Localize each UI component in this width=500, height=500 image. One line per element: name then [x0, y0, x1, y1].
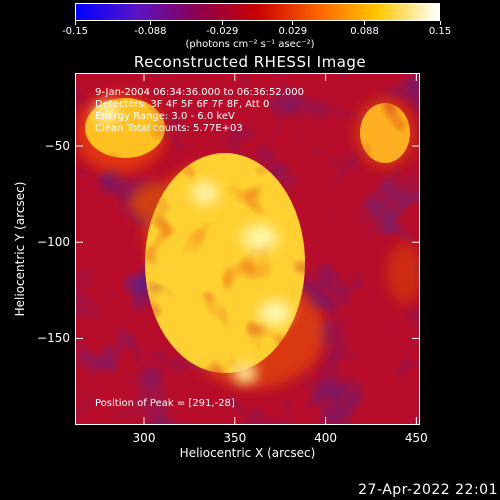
axis-ticks	[75, 73, 420, 425]
colorbar-tick	[439, 21, 441, 25]
plot-frame	[75, 73, 420, 425]
y-tick-label: −100	[37, 235, 70, 250]
colorbar-gradient	[76, 4, 439, 20]
colorbar-tick-label: 0.029	[278, 26, 308, 37]
colorbar-tick	[74, 21, 76, 25]
colorbar-tick-label: 0.15	[428, 26, 452, 37]
colorbar-tick-label: 0.088	[350, 26, 379, 37]
y-tick-label: −150	[37, 331, 70, 346]
colorbar-unit-label: (photons cm⁻² s⁻¹ asec⁻²)	[185, 39, 315, 50]
annotation-clean: Clean Total counts: 5.77E+03	[95, 123, 243, 134]
heatmap-plot	[75, 73, 420, 425]
colorbar-tick	[292, 21, 294, 25]
colorbar	[75, 3, 440, 21]
x-tick-label: 400	[314, 431, 338, 445]
colorbar-tick-label: -0.088	[134, 26, 167, 37]
x-tick-label: 300	[132, 431, 156, 445]
heatmap-peak-regions	[95, 103, 291, 383]
x-tick-label: 350	[223, 431, 247, 445]
annotation-energy: Energy Range: 3.0 - 6.0 keV	[95, 111, 235, 122]
annotation-time: 9-Jan-2004 06:34:36.000 to 06:36:52.000	[95, 87, 304, 98]
colorbar-tick-label: -0.029	[206, 26, 239, 37]
y-tick-label: −50	[44, 139, 70, 154]
annotation-detectors: Detectors: 3F 4F 5F 6F 7F 8F, Att 0	[95, 99, 270, 110]
annotation-peak: Position of Peak = [291,-28]	[95, 398, 235, 409]
colorbar-tick	[364, 21, 366, 25]
chart-title: Reconstructed RHESSI Image	[133, 53, 367, 71]
timestamp: 27-Apr-2022 22:01	[358, 482, 498, 498]
x-axis-label: Heliocentric X (arcsec)	[179, 446, 316, 460]
x-tick-label: 450	[404, 431, 428, 445]
colorbar-tick-label: -0.15	[62, 26, 88, 37]
y-axis-label: Heliocentric Y (arcsec)	[13, 181, 27, 317]
colorbar-tick	[221, 21, 223, 25]
colorbar-tick	[149, 21, 151, 25]
